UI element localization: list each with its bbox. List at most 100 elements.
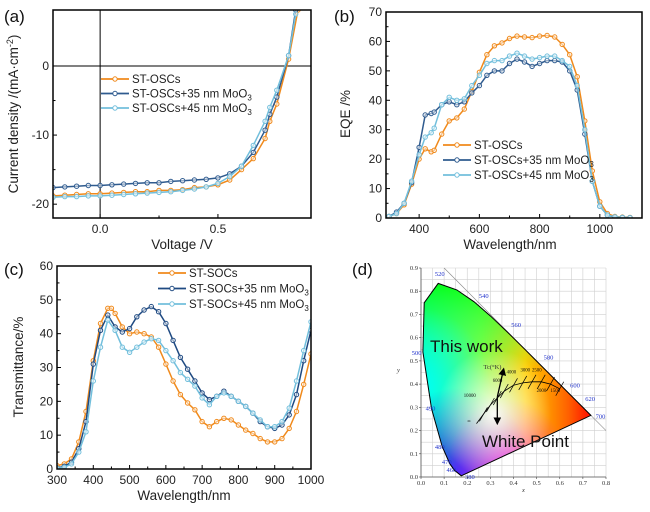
- wavelength-label: 620: [585, 396, 595, 403]
- data-point: [119, 344, 126, 350]
- data-point: [62, 193, 68, 200]
- plot-area: [53, 10, 311, 218]
- axis-ticks: 0.0 0.5 0 -10 -20: [32, 59, 227, 236]
- data-point: [250, 155, 257, 162]
- data-point: [97, 327, 104, 333]
- data-point: [552, 34, 558, 40]
- data-point: [439, 102, 445, 108]
- x-tick-label: 800: [530, 222, 550, 236]
- y-axis-label: y: [396, 367, 400, 374]
- legend-label: ST-SOCs: [189, 268, 238, 280]
- x-tick-label: 1000: [586, 222, 613, 236]
- y-tick-label: 50: [369, 64, 383, 78]
- legend-label-subscript: 3: [247, 108, 252, 117]
- legend-item: ST-OSCs+35 nm MoO3: [443, 155, 594, 169]
- y-tick-label: 10: [40, 428, 54, 442]
- data-point: [97, 182, 103, 189]
- panel-c-transmittance: (c) 300 400 500 600 700 800 900 1000 0 10 20 30 40 50…: [4, 259, 325, 503]
- data-point: [155, 344, 162, 350]
- legend-swatch-marker: [112, 76, 118, 82]
- data-point: [206, 396, 213, 403]
- panel-label-a: (a): [4, 7, 25, 26]
- data-point: [499, 68, 505, 74]
- data-point: [126, 325, 133, 332]
- x-tick-label: 0.1: [440, 480, 448, 487]
- series-st-socs-35-nm-moo3: [57, 303, 311, 469]
- x-tick-label: 0.5: [533, 480, 541, 487]
- wavelength-label: 480: [435, 444, 445, 451]
- legend-label-text: ST-OSCs+35 nm MoO: [132, 89, 247, 101]
- data-point: [155, 309, 162, 315]
- x-axis-label: Voltage /V: [151, 237, 213, 252]
- data-point: [228, 393, 234, 399]
- legend-label-text: ST-OSCs+45 nm MoO: [474, 170, 589, 182]
- data-point: [144, 180, 150, 186]
- panel-a-jv-curve: (a) 0.0 0.5 0 -10 -20 Voltage /V Current den…: [4, 7, 312, 252]
- panel-b-eqe: (b) 400 600 800 1000 0 10 20 30 40 50 60 70 Wavelen…: [334, 5, 643, 252]
- data-point: [109, 192, 115, 198]
- data-point: [544, 32, 550, 39]
- isotemperature-line: [479, 407, 488, 422]
- data-point: [134, 344, 140, 350]
- y-tick-label: 0.9: [410, 265, 418, 272]
- panel-label-c: (c): [4, 260, 24, 279]
- legend-label-text: ST-SOCs: [189, 268, 238, 280]
- y-tick-label: 0: [42, 59, 49, 73]
- data-point: [454, 115, 460, 121]
- isotemperature-line: [499, 383, 509, 399]
- data-point: [62, 184, 68, 190]
- data-point: [301, 347, 307, 354]
- series-st-socs: [57, 305, 311, 469]
- data-point: [83, 429, 89, 435]
- cct-label: 2500: [532, 368, 542, 373]
- data-point: [552, 57, 558, 64]
- data-point: [567, 63, 573, 70]
- y-tick-label: 0.8: [410, 288, 418, 295]
- y-axis-label: Current density /(mA·cm-2): [5, 35, 21, 194]
- data-point: [215, 180, 221, 187]
- legend-swatch-marker: [169, 270, 175, 276]
- planckian-overlay: ∞ 10000 6000 4000 3000 2500 2000 1500 Tc(°K): [464, 364, 565, 426]
- data-point: [250, 430, 256, 437]
- y-axis-label-sup: -2: [5, 39, 15, 47]
- data-point: [454, 102, 460, 108]
- data-point: [514, 50, 520, 56]
- data-point: [454, 97, 460, 104]
- data-point: [121, 181, 127, 187]
- data-point: [461, 106, 467, 112]
- data-point: [105, 317, 111, 323]
- data-point: [491, 68, 498, 74]
- cct-label: 4000: [507, 371, 517, 376]
- data-point: [476, 72, 483, 79]
- legend-label: ST-OSCs: [474, 140, 523, 152]
- y-tick-label: 0: [375, 211, 382, 225]
- wavelength-label: 460: [446, 467, 456, 474]
- data-point: [257, 417, 263, 423]
- data-point: [184, 400, 191, 406]
- data-point: [574, 82, 580, 89]
- data-point: [514, 33, 520, 39]
- data-point: [446, 118, 452, 124]
- data-point: [250, 149, 257, 156]
- data-point: [552, 53, 558, 59]
- panel-label-b: (b): [334, 7, 355, 26]
- data-point: [132, 180, 139, 187]
- wavelength-label: 700: [596, 414, 606, 421]
- data-point: [544, 53, 550, 59]
- data-point: [141, 339, 147, 345]
- x-axis-label: Wavelength/nm: [463, 237, 556, 252]
- wavelength-label: 560: [511, 322, 521, 329]
- data-point: [168, 189, 174, 195]
- data-point: [589, 178, 595, 184]
- data-point: [126, 331, 133, 337]
- legend-label-text: ST-OSCs+35 nm MoO: [474, 155, 589, 167]
- axis-ticks: 300 400 500 600 700 800 900 1000 0 10 20 30 40 50 60: [40, 259, 325, 487]
- data-point: [126, 349, 133, 355]
- x-tick-label: 600: [156, 473, 176, 487]
- data-point: [529, 56, 535, 62]
- legend-item: ST-OSCs: [443, 140, 523, 152]
- isotemperature-line: [486, 397, 495, 413]
- x-tick-label: 500: [120, 473, 140, 487]
